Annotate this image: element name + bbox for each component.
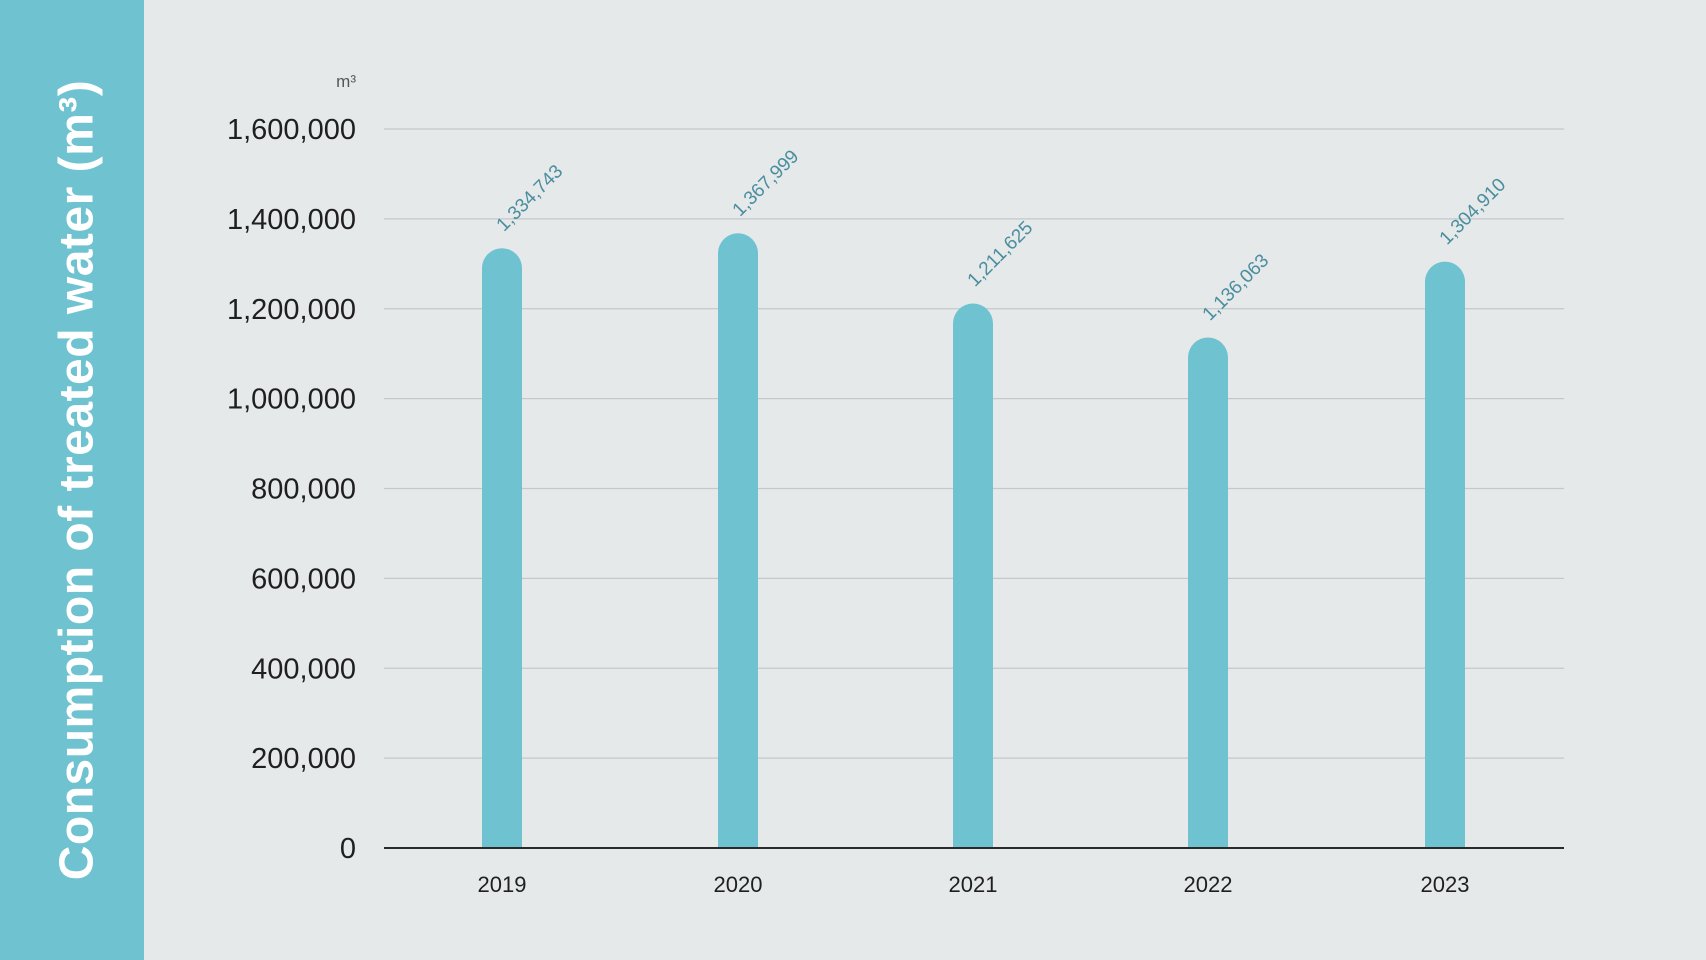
- x-tick-label: 2021: [949, 872, 998, 897]
- y-unit-label: m³: [336, 72, 356, 91]
- y-tick-label: 1,000,000: [227, 384, 356, 416]
- bar-2021: [953, 303, 993, 848]
- side-panel: Consumption of treated water (m³): [0, 0, 144, 960]
- x-tick-label: 2019: [478, 872, 527, 897]
- bar-2020: [718, 233, 758, 849]
- y-tick-label: 400,000: [251, 653, 356, 685]
- x-tick-label: 2020: [714, 872, 763, 897]
- data-label: 1,136,063: [1199, 250, 1274, 325]
- data-label: 1,334,743: [493, 161, 568, 236]
- y-tick-label: 1,600,000: [227, 114, 356, 146]
- bar-2022: [1188, 337, 1228, 848]
- bars: [482, 233, 1465, 849]
- bar-2023: [1425, 261, 1465, 848]
- y-tick-label: 600,000: [251, 563, 356, 595]
- y-tick-label: 200,000: [251, 743, 356, 775]
- data-label: 1,304,910: [1436, 175, 1511, 250]
- y-tick-label: 0: [340, 833, 356, 865]
- labels: 0 200,000 400,000 600,000 800,000 1,000,000 1,…: [227, 72, 1510, 897]
- x-tick-label: 2022: [1184, 872, 1233, 897]
- y-tick-label: 800,000: [251, 474, 356, 506]
- bar-2019: [482, 248, 522, 849]
- x-tick-label: 2023: [1421, 872, 1470, 897]
- data-label: 1,211,625: [964, 217, 1038, 291]
- y-tick-label: 1,400,000: [227, 204, 356, 236]
- data-label: 1,367,999: [729, 146, 804, 221]
- y-tick-label: 1,200,000: [227, 294, 356, 326]
